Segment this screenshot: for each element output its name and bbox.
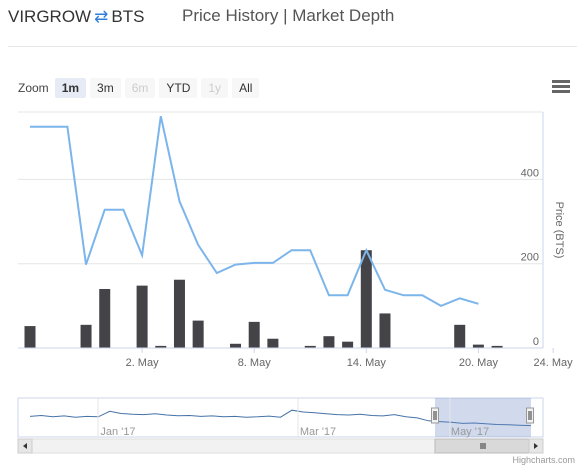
- price-history-link[interactable]: Price History: [182, 6, 279, 25]
- navigator-handle: [526, 407, 534, 424]
- navigator-tick-label: Mar '17: [300, 426, 336, 438]
- volume-bar: [379, 313, 391, 348]
- base-asset: VIRGROW: [8, 7, 92, 26]
- navigator-tick-label: Jan '17: [100, 426, 135, 438]
- zoom-ytd-button[interactable]: YTD: [159, 78, 198, 98]
- navigator-handle: [431, 407, 439, 424]
- volume-bar: [248, 321, 260, 348]
- volume-bar: [323, 336, 335, 348]
- volume-bar: [267, 338, 279, 348]
- link-separator: |: [283, 6, 288, 25]
- volume-bar: [491, 345, 503, 348]
- volume-bar: [360, 250, 372, 348]
- header-divider: [8, 46, 577, 47]
- zoom-1m-button[interactable]: 1m: [54, 78, 87, 98]
- chart-type-links: Price History | Market Depth: [182, 6, 394, 26]
- y-axis-title: Price (BTS): [553, 202, 565, 259]
- scroll-left-arrow-icon: [23, 443, 27, 449]
- y-tick-label: 0: [533, 336, 539, 348]
- volume-bar: [24, 326, 36, 348]
- zoom-all-button[interactable]: All: [232, 78, 260, 98]
- volume-bar: [155, 345, 167, 348]
- y-tick-label: 400: [521, 167, 539, 179]
- x-tick-label: 2. May: [126, 357, 160, 369]
- quote-asset: BTS: [111, 7, 145, 26]
- zoom-3m-button[interactable]: 3m: [90, 78, 121, 98]
- hamburger-menu-icon[interactable]: [552, 80, 570, 94]
- x-tick-label: 24. May: [534, 357, 574, 369]
- market-depth-link[interactable]: Market Depth: [292, 6, 395, 25]
- volume-bar: [304, 345, 316, 348]
- volume-bar: [192, 320, 204, 348]
- volume-bar: [342, 341, 354, 348]
- navigator-series-line: [29, 409, 532, 427]
- zoom-6m-button[interactable]: 6m: [124, 78, 156, 98]
- volume-bar: [454, 324, 466, 348]
- pair-title: VIRGROW ⇄ BTS: [8, 6, 144, 28]
- volume-bar: [173, 279, 185, 348]
- zoom-label: Zoom: [18, 81, 49, 95]
- navigator-tick-label: May '17: [451, 426, 489, 438]
- zoom-selector: Zoom 1m 3m 6m YTD 1y All: [18, 78, 263, 98]
- volume-bar: [472, 344, 484, 348]
- navigator-selection: [435, 398, 531, 437]
- x-tick-label: 8. May: [238, 357, 272, 369]
- volume-bar: [80, 324, 92, 348]
- x-tick-label: 14. May: [347, 357, 387, 369]
- swap-arrows-icon[interactable]: ⇄: [94, 7, 109, 26]
- price-series-line: [30, 115, 479, 308]
- volume-bar: [136, 285, 148, 348]
- x-tick-label: 20. May: [459, 357, 499, 369]
- highcharts-credit[interactable]: Highcharts.com: [512, 455, 575, 465]
- volume-bar: [230, 343, 242, 348]
- volume-bar: [99, 289, 111, 348]
- zoom-1y-button[interactable]: 1y: [201, 78, 229, 98]
- y-tick-label: 200: [521, 252, 539, 264]
- scroll-right-arrow-icon: [534, 443, 538, 449]
